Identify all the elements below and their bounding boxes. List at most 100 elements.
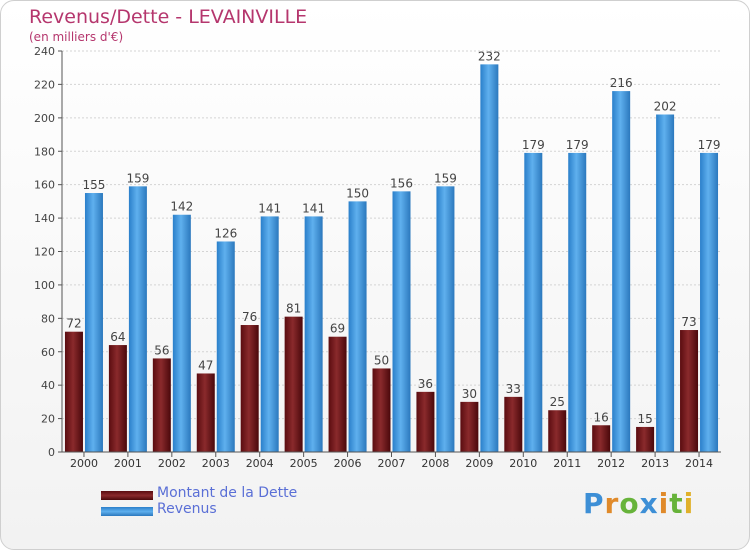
bar-dette: [328, 336, 347, 452]
data-label: 50: [374, 353, 389, 367]
legend-label-revenue: Revenus: [157, 501, 217, 517]
bar-revenus: [128, 186, 147, 452]
data-label: 25: [550, 395, 565, 409]
data-label: 30: [462, 387, 477, 401]
bar-revenus: [260, 216, 279, 452]
y-tick-label: 60: [41, 346, 55, 359]
data-label: 81: [286, 302, 301, 316]
bar-dette: [504, 396, 523, 452]
data-label: 179: [566, 138, 589, 152]
data-label: 69: [330, 322, 345, 336]
y-tick-label: 40: [41, 379, 55, 392]
bar-revenus: [304, 216, 323, 452]
data-label: 33: [506, 382, 521, 396]
y-tick-label: 220: [34, 78, 55, 91]
x-tick-label: 2013: [641, 457, 669, 470]
y-tick-label: 80: [41, 312, 55, 325]
x-tick-label: 2011: [553, 457, 581, 470]
chart-title: Revenus/Dette - LEVAINVILLE: [29, 6, 308, 28]
data-label: 73: [681, 315, 696, 329]
y-tick-label: 200: [34, 112, 55, 125]
y-tick-label: 140: [34, 212, 55, 225]
x-tick-label: 2001: [114, 457, 142, 470]
data-label: 36: [418, 377, 433, 391]
bar-revenus: [568, 152, 587, 452]
x-tick-label: 2006: [334, 457, 362, 470]
bar-dette: [592, 425, 611, 452]
bar-dette: [284, 316, 303, 452]
data-label: 150: [346, 186, 369, 200]
data-label: 155: [83, 178, 106, 192]
x-tick-label: 2010: [509, 457, 537, 470]
bar-dette: [416, 391, 435, 452]
bar-revenus: [392, 191, 411, 452]
legend-swatch-debt: [101, 491, 153, 500]
data-label: 141: [302, 201, 325, 215]
x-tick-label: 2009: [465, 457, 493, 470]
grid-layer: [62, 50, 721, 453]
data-label: 142: [170, 200, 193, 214]
data-label: 16: [594, 410, 609, 424]
data-label: 72: [66, 317, 81, 331]
axis-layer: 0 20 40 60 80 100 120 140 160 180 200 220 240 2000 200…: [34, 45, 721, 470]
bar-dette: [196, 373, 215, 452]
x-tick-label: 2012: [597, 457, 625, 470]
x-tick-label: 2005: [290, 457, 318, 470]
x-tick-label: 2008: [421, 457, 449, 470]
bar-revenus: [436, 186, 455, 452]
data-label: 15: [637, 412, 652, 426]
data-label: 141: [258, 201, 281, 215]
data-label: 179: [698, 138, 721, 152]
bar-revenus: [524, 152, 543, 452]
x-tick-label: 2003: [202, 457, 230, 470]
data-label: 76: [242, 310, 257, 324]
bar-revenus: [172, 214, 191, 452]
bar-dette: [108, 345, 127, 452]
bar-dette: [152, 358, 171, 452]
y-tick-label: 240: [34, 45, 55, 58]
bar-revenus: [480, 64, 499, 452]
data-label: 232: [478, 49, 501, 63]
data-label: 47: [198, 358, 213, 372]
labels-layer: 72 155 64 159 56 142 47 126 76 141 81 141 69 150 50 156…: [66, 49, 720, 426]
bar-dette: [64, 331, 83, 452]
bar-dette: [372, 368, 391, 452]
data-label: 179: [522, 138, 545, 152]
data-label: 159: [126, 171, 149, 185]
bar-dette: [636, 426, 655, 452]
x-tick-label: 2000: [70, 457, 98, 470]
bar-revenus: [700, 152, 719, 452]
y-tick-label: 100: [34, 279, 55, 292]
y-tick-label: 120: [34, 246, 55, 259]
bar-revenus: [84, 193, 103, 453]
bar-revenus: [656, 114, 675, 452]
bar-dette: [460, 401, 479, 452]
data-label: 56: [154, 343, 169, 357]
data-label: 202: [654, 99, 677, 113]
data-label: 64: [110, 330, 125, 344]
x-tick-label: 2014: [685, 457, 713, 470]
data-label: 126: [214, 226, 237, 240]
chart-subtitle: (en milliers d'€): [29, 30, 124, 44]
legend-label-debt: Montant de la Dette: [157, 485, 298, 501]
data-label: 159: [434, 171, 457, 185]
data-label: 156: [390, 176, 413, 190]
data-label: 216: [610, 76, 633, 90]
bars-layer: [64, 64, 719, 453]
bar-revenus: [216, 241, 235, 452]
x-tick-label: 2007: [378, 457, 406, 470]
y-tick-label: 0: [48, 446, 55, 459]
bar-revenus: [348, 201, 367, 452]
y-tick-label: 160: [34, 179, 55, 192]
x-tick-label: 2004: [246, 457, 274, 470]
legend-swatch-revenue: [101, 507, 153, 516]
bar-dette: [240, 325, 259, 452]
bar-dette: [680, 330, 699, 452]
y-tick-label: 180: [34, 145, 55, 158]
proxiti-logo: Proxiti: [583, 487, 695, 520]
y-tick-label: 20: [41, 413, 55, 426]
bar-revenus: [612, 91, 631, 452]
bar-dette: [548, 410, 567, 452]
